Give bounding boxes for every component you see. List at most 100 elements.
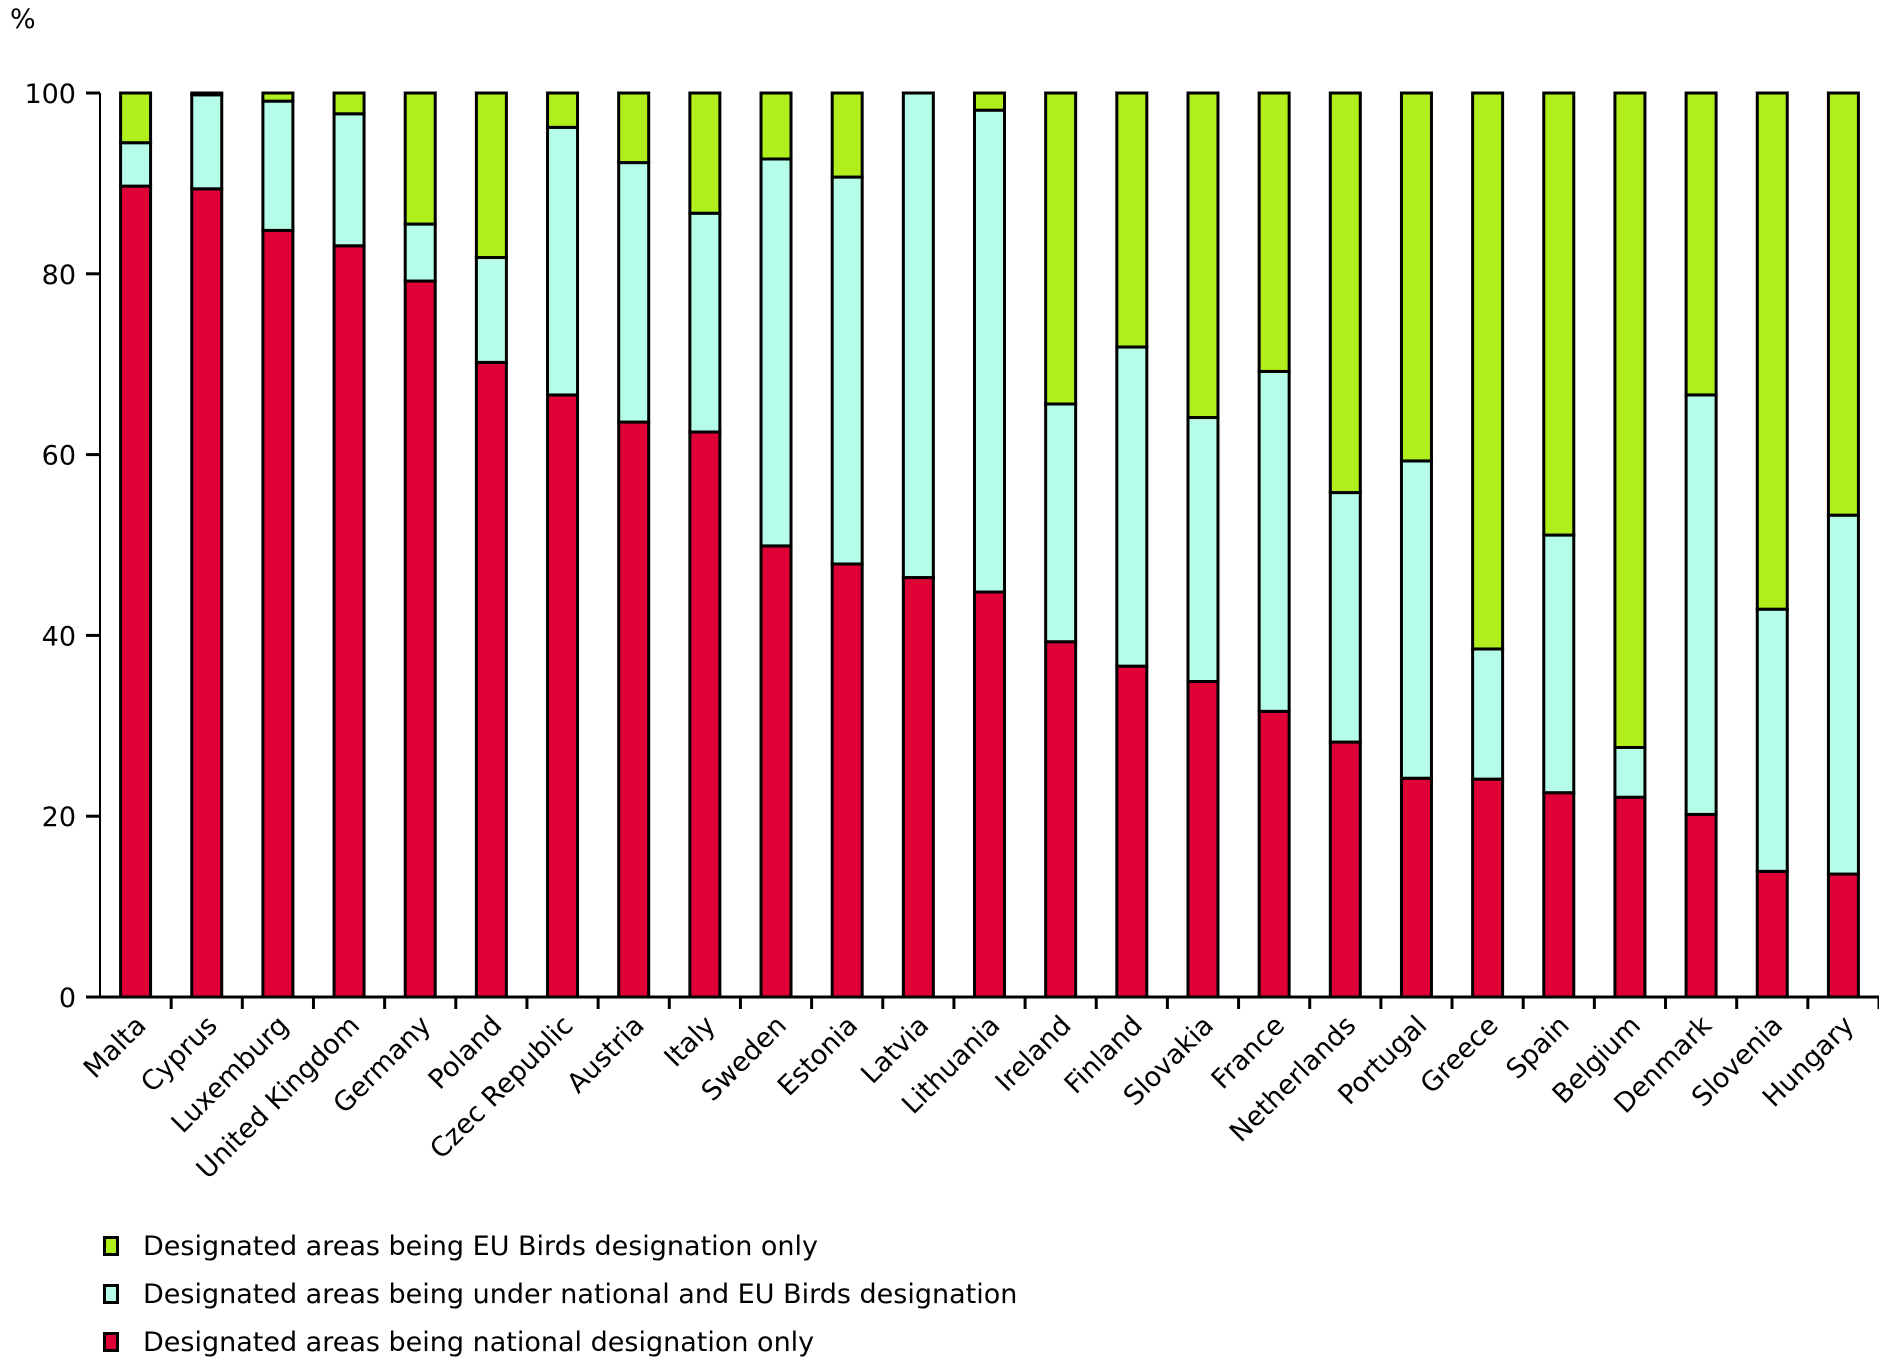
bar-segment-national-and-eu [261, 99, 295, 232]
bar-stack [688, 91, 722, 999]
bar-stack [332, 91, 366, 999]
bar-stack [1826, 91, 1860, 999]
bar-segment-national-only [474, 360, 508, 999]
bar-segment-national-only [1186, 680, 1220, 999]
x-tick-label: Italy [658, 1010, 721, 1073]
bar-stack [1257, 91, 1291, 999]
bar-stack [973, 91, 1006, 999]
bar-segment-national-and-eu [1826, 513, 1860, 876]
bar-stack [617, 91, 651, 999]
legend-label: Designated areas being national designat… [143, 1326, 815, 1358]
bar-segment-eu-birds-only [1115, 91, 1149, 349]
bar-segment-national-and-eu [617, 161, 651, 424]
legend-item-national-and-eu: Designated areas being under national an… [103, 1270, 1017, 1318]
bar-stack [1115, 91, 1149, 999]
bar-segment-national-and-eu [830, 175, 864, 566]
bar-segment-eu-birds-only [1257, 91, 1291, 373]
bar-segment-eu-birds-only [1186, 91, 1220, 420]
bar-segment-eu-birds-only [261, 91, 295, 103]
y-tick-label: 100 [24, 79, 76, 110]
bar-segment-eu-birds-only [973, 91, 1006, 112]
y-axis: 0 20 40 60 80 100 [24, 79, 101, 1014]
bar-segment-national-only [1755, 869, 1789, 999]
bar-stack [546, 91, 580, 999]
bar-stack [901, 91, 935, 999]
bar-stack [474, 91, 508, 999]
bar-segment-national-and-eu [1684, 393, 1718, 816]
bar-stack [1328, 91, 1362, 999]
bar-segment-national-only [1115, 664, 1149, 999]
bar-stack [1399, 91, 1433, 999]
bar-segment-national-and-eu [119, 141, 153, 188]
bar-segment-national-and-eu [403, 222, 437, 283]
stacked-bar-chart: % 0 20 40 60 80 100 MaltaCyprusLuxemburgUnite… [10, 4, 1879, 1185]
bar-segment-national-only [1328, 740, 1362, 999]
bar-segment-national-only [332, 244, 366, 999]
bar-segment-national-only [759, 544, 793, 999]
bar-segment-national-only [119, 184, 153, 999]
bar-segment-national-only [617, 420, 651, 999]
bar-segment-national-and-eu [474, 256, 508, 364]
bar-stack [830, 91, 864, 999]
bar-segment-eu-birds-only [119, 91, 153, 145]
bar-segment-eu-birds-only [190, 91, 224, 97]
bar-segment-national-only [1613, 795, 1647, 999]
bar-segment-national-only [901, 576, 935, 999]
bar-stack [261, 91, 295, 999]
y-axis-label: % [10, 4, 36, 35]
bar-stack [403, 91, 437, 999]
bar-segment-national-and-eu [190, 93, 224, 191]
bar-segment-eu-birds-only [759, 91, 793, 161]
bar-segment-eu-birds-only [617, 91, 651, 165]
y-tick-label: 60 [42, 441, 76, 472]
bar-segment-national-only [688, 430, 722, 999]
bar-segment-eu-birds-only [1471, 91, 1505, 651]
bar-segment-national-only [1044, 640, 1078, 999]
bar-stack [1755, 91, 1789, 999]
legend-swatch-national-only [103, 1332, 119, 1352]
bar-segment-national-only [546, 393, 580, 999]
bar-stack [1471, 91, 1505, 999]
bar-segment-eu-birds-only [688, 91, 722, 215]
bar-segment-national-only [1471, 777, 1505, 999]
bar-stack [190, 91, 224, 999]
bar-segment-national-only [1542, 791, 1576, 999]
bar-segment-national-and-eu [1257, 369, 1291, 713]
legend: Designated areas being EU Birds designat… [103, 1222, 1017, 1366]
bar-stack [1542, 91, 1576, 999]
bar-stack [759, 91, 793, 999]
bar-segment-national-only [973, 590, 1006, 999]
bar-segment-national-only [1684, 812, 1718, 999]
bar-segment-national-and-eu [1399, 459, 1433, 780]
bar-stack [119, 91, 153, 999]
bar-segment-eu-birds-only [1044, 91, 1078, 406]
x-tick-label: Greece [1415, 1010, 1505, 1100]
bar-segment-eu-birds-only [332, 91, 366, 116]
bar-segment-eu-birds-only [1542, 91, 1576, 537]
bar-segment-national-and-eu [1186, 416, 1220, 684]
bar-segment-national-only [830, 562, 864, 999]
bar-segment-national-and-eu [759, 157, 793, 548]
legend-swatch-eu-birds-only [103, 1236, 119, 1256]
bar-segment-eu-birds-only [1684, 91, 1718, 397]
bar-segment-eu-birds-only [1755, 91, 1789, 611]
legend-label: Designated areas being under national an… [143, 1278, 1018, 1310]
bar-segment-national-and-eu [1613, 745, 1647, 799]
bar-segment-national-only [403, 279, 437, 999]
y-tick-label: 40 [42, 621, 76, 652]
y-tick-label: 0 [59, 983, 76, 1014]
bar-segment-national-and-eu [973, 108, 1006, 594]
legend-item-eu-birds-only: Designated areas being EU Birds designat… [103, 1222, 1017, 1270]
x-tick-label: Estonia [772, 1010, 864, 1102]
legend-swatch-national-and-eu [103, 1284, 119, 1304]
bar-segment-eu-birds-only [474, 91, 508, 260]
bar-segment-national-and-eu [1328, 491, 1362, 744]
bar-segment-national-and-eu [901, 91, 935, 580]
bar-stack [1186, 91, 1220, 999]
y-tick-label: 20 [42, 802, 76, 833]
bar-segment-national-and-eu [332, 112, 366, 248]
bar-segment-eu-birds-only [403, 91, 437, 226]
bar-segment-eu-birds-only [546, 91, 580, 129]
x-tick-label: Austria [561, 1010, 650, 1099]
